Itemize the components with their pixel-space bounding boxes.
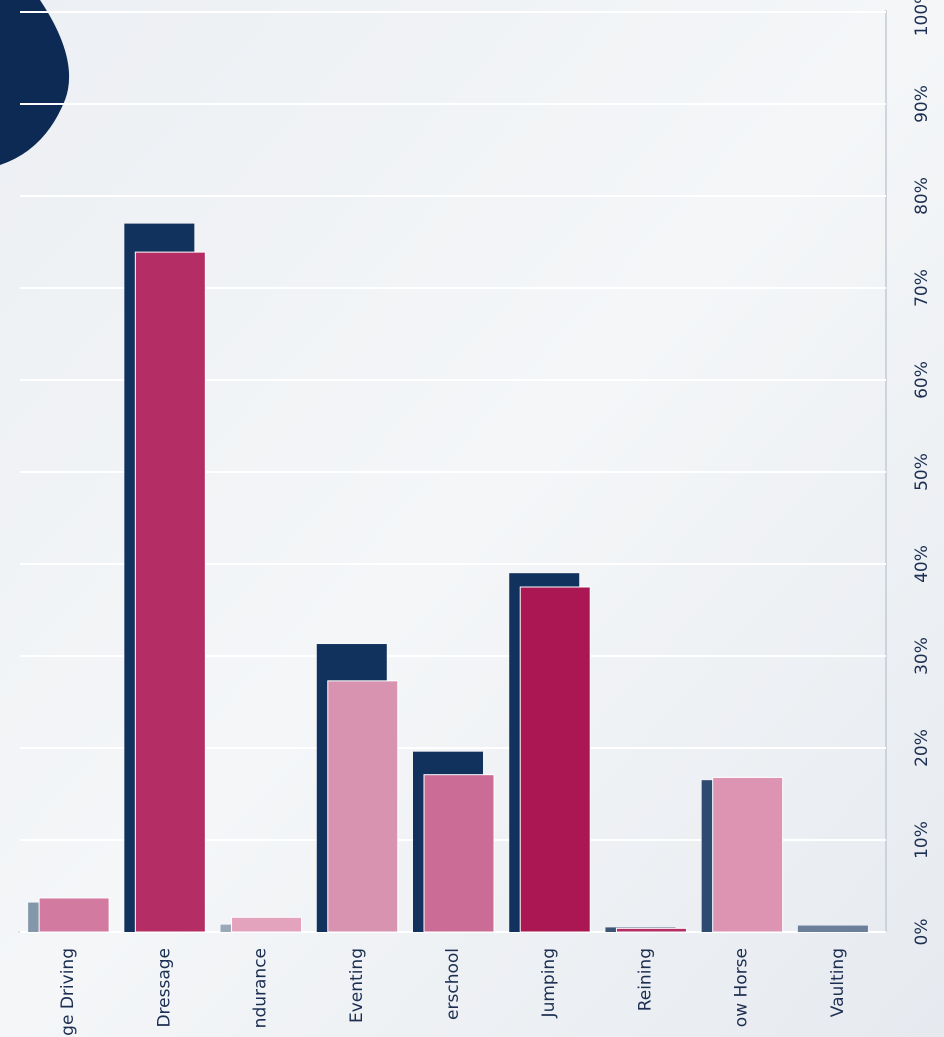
bar	[134, 251, 206, 933]
bar	[38, 897, 110, 933]
y-tick-label: 90%	[912, 85, 932, 123]
bar	[615, 927, 687, 933]
x-tick-label: Dressage	[154, 948, 174, 1028]
bar	[797, 925, 868, 932]
y-tick-label: 100%	[912, 0, 932, 36]
y-tick-label: 10%	[912, 821, 932, 859]
y-tick-label: 0%	[912, 919, 932, 946]
y-tick-label: 80%	[912, 177, 932, 215]
x-tick-label: erschool	[443, 948, 463, 1020]
y-tick-label: 60%	[912, 361, 932, 399]
x-tick-label: Carriage Driving	[58, 948, 78, 1037]
decoration	[0, 0, 70, 165]
x-tick-label: ow Horse	[732, 948, 752, 1027]
y-tick-label: 70%	[912, 269, 932, 307]
bar	[712, 776, 784, 933]
x-tick-label: Eventing	[347, 948, 367, 1023]
y-tick-label: 40%	[912, 545, 932, 583]
bar	[231, 916, 303, 933]
y-tick-label: 30%	[912, 637, 932, 675]
y-tick-label: 50%	[912, 453, 932, 491]
x-tick-label: Vaulting	[828, 948, 848, 1017]
x-tick-label: ndurance	[251, 948, 271, 1028]
bar	[519, 586, 591, 933]
x-tick-label: Jumping	[539, 948, 559, 1018]
y-tick-label: 20%	[912, 729, 932, 767]
bar	[327, 680, 399, 933]
bar	[423, 774, 495, 933]
x-tick-label: Reining	[635, 948, 655, 1011]
